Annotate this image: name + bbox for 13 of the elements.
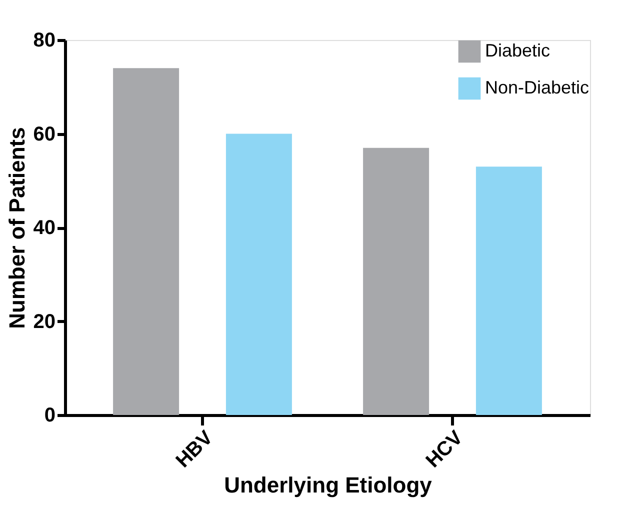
y-tick-label: 40 (33, 217, 56, 239)
x-axis-title: Underlying Etiology (224, 472, 433, 498)
y-tick-label: 0 (44, 404, 56, 426)
bar (226, 134, 292, 415)
legend-label: Non-Diabetic (485, 78, 590, 98)
y-axis-title: Number of Patients (4, 127, 30, 329)
y-tick-label: 60 (33, 123, 56, 146)
bar (363, 148, 430, 415)
y-tick-label: 80 (33, 30, 56, 52)
legend-label: Diabetic (485, 40, 550, 60)
y-tick-label: 20 (33, 310, 56, 333)
bar (113, 68, 180, 415)
bar (476, 166, 542, 415)
